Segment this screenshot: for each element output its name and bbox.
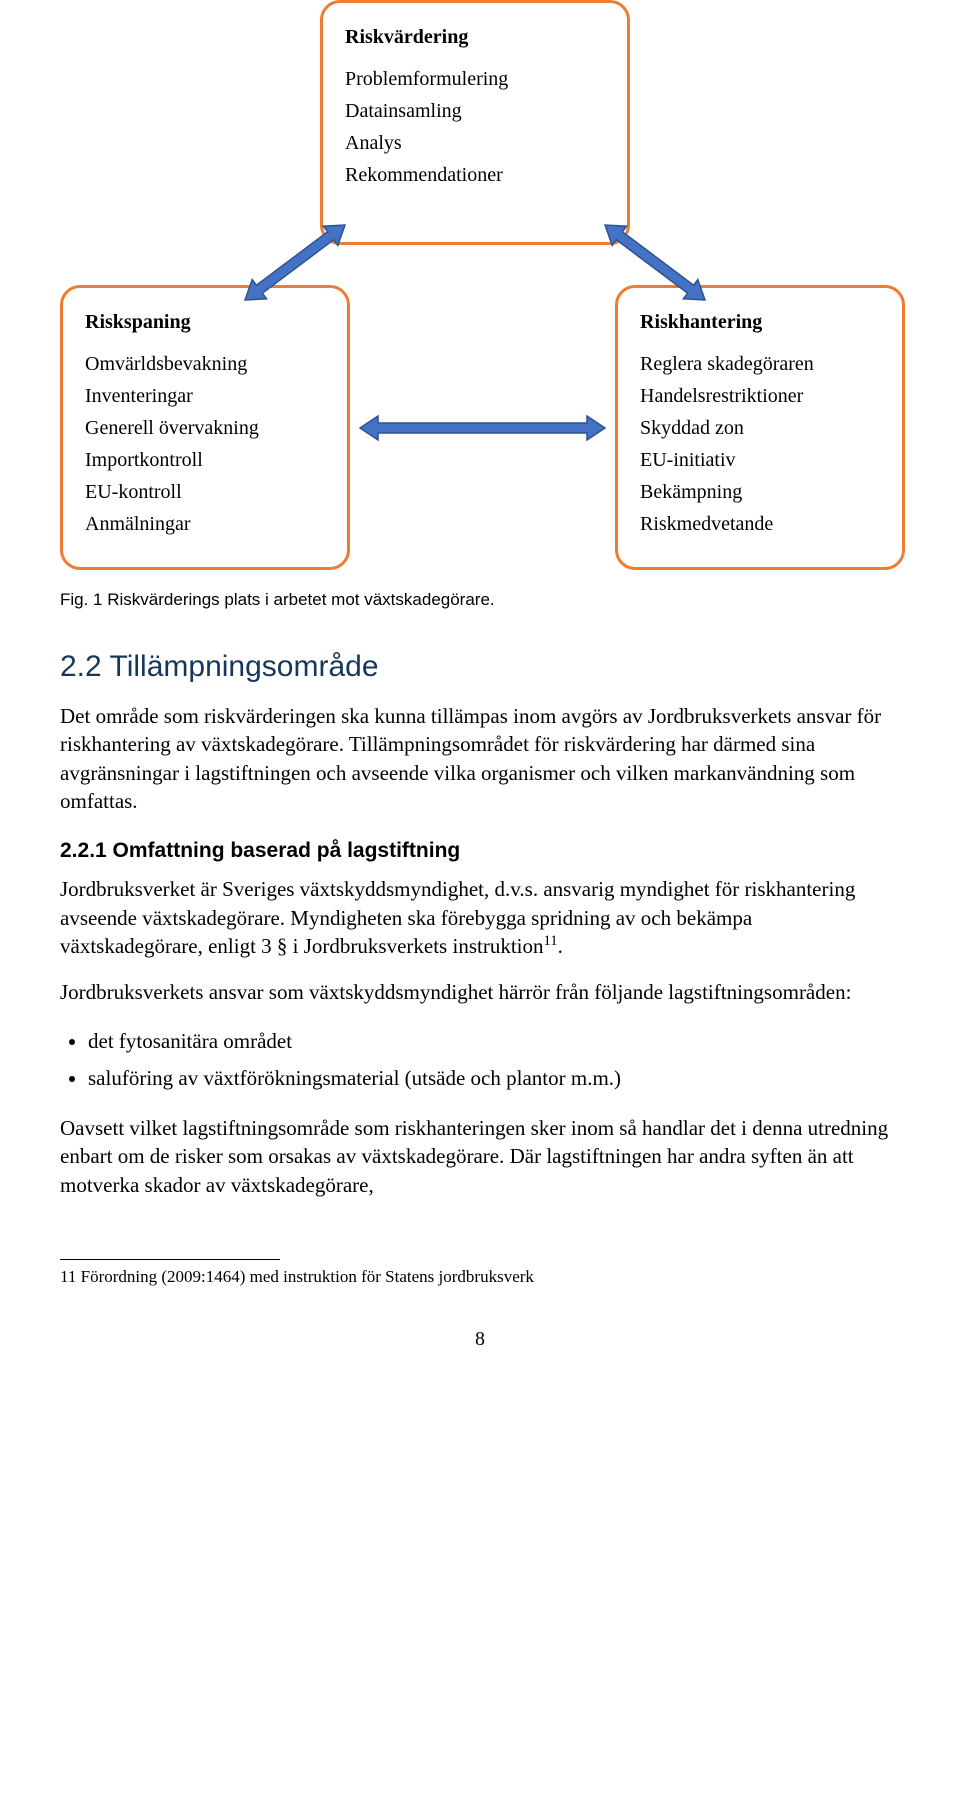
box-title: Riskspaning	[85, 306, 325, 338]
box-item: Problemformulering	[345, 63, 605, 95]
figure-caption: Fig. 1 Riskvärderings plats i arbetet mo…	[60, 590, 900, 610]
box-item: Reglera skadegöraren	[640, 348, 880, 380]
page-number: 8	[60, 1328, 900, 1351]
box-item: Rekommendationer	[345, 159, 605, 191]
section-heading: 2.2 Tillämpningsområde	[60, 650, 900, 684]
box-item: Inventeringar	[85, 380, 325, 412]
para-text: Jordbruksverket är Sveriges växtskyddsmy…	[60, 877, 855, 958]
risk-diagram: Riskvärdering Problemformulering Datains…	[60, 0, 900, 570]
box-item: Datainsamling	[345, 95, 605, 127]
para-text: .	[558, 934, 563, 958]
bullet-list: det fytosanitära området saluföring av v…	[88, 1025, 900, 1096]
box-item: Analys	[345, 127, 605, 159]
body-paragraph: Oavsett vilket lagstiftningsområde som r…	[60, 1114, 900, 1199]
body-paragraph: Jordbruksverket är Sveriges växtskyddsmy…	[60, 875, 900, 960]
box-item: Anmälningar	[85, 508, 325, 540]
box-riskspaning: Riskspaning Omvärldsbevakning Inventerin…	[60, 285, 350, 570]
box-item: Importkontroll	[85, 444, 325, 476]
box-item: Riskmedvetande	[640, 508, 880, 540]
box-item: Handelsrestriktioner	[640, 380, 880, 412]
body-paragraph: Det område som riskvärderingen ska kunna…	[60, 702, 900, 815]
box-item: Generell övervakning	[85, 412, 325, 444]
subsection-heading: 2.2.1 Omfattning baserad på lagstiftning	[60, 839, 900, 863]
box-riskvardering: Riskvärdering Problemformulering Datains…	[320, 0, 630, 245]
footnote-ref: 11	[543, 933, 557, 949]
footnote-text: 11 Förordning (2009:1464) med instruktio…	[60, 1266, 900, 1288]
box-item: EU-kontroll	[85, 476, 325, 508]
box-item: Omvärldsbevakning	[85, 348, 325, 380]
box-item: Bekämpning	[640, 476, 880, 508]
box-item: Skyddad zon	[640, 412, 880, 444]
list-item: saluföring av växtförökningsmaterial (ut…	[88, 1062, 900, 1096]
box-riskhantering: Riskhantering Reglera skadegöraren Hande…	[615, 285, 905, 570]
body-paragraph: Jordbruksverkets ansvar som växtskyddsmy…	[60, 978, 900, 1006]
box-item: EU-initiativ	[640, 444, 880, 476]
box-title: Riskvärdering	[345, 21, 605, 53]
list-item: det fytosanitära området	[88, 1025, 900, 1059]
footnote-separator	[60, 1259, 280, 1260]
box-title: Riskhantering	[640, 306, 880, 338]
